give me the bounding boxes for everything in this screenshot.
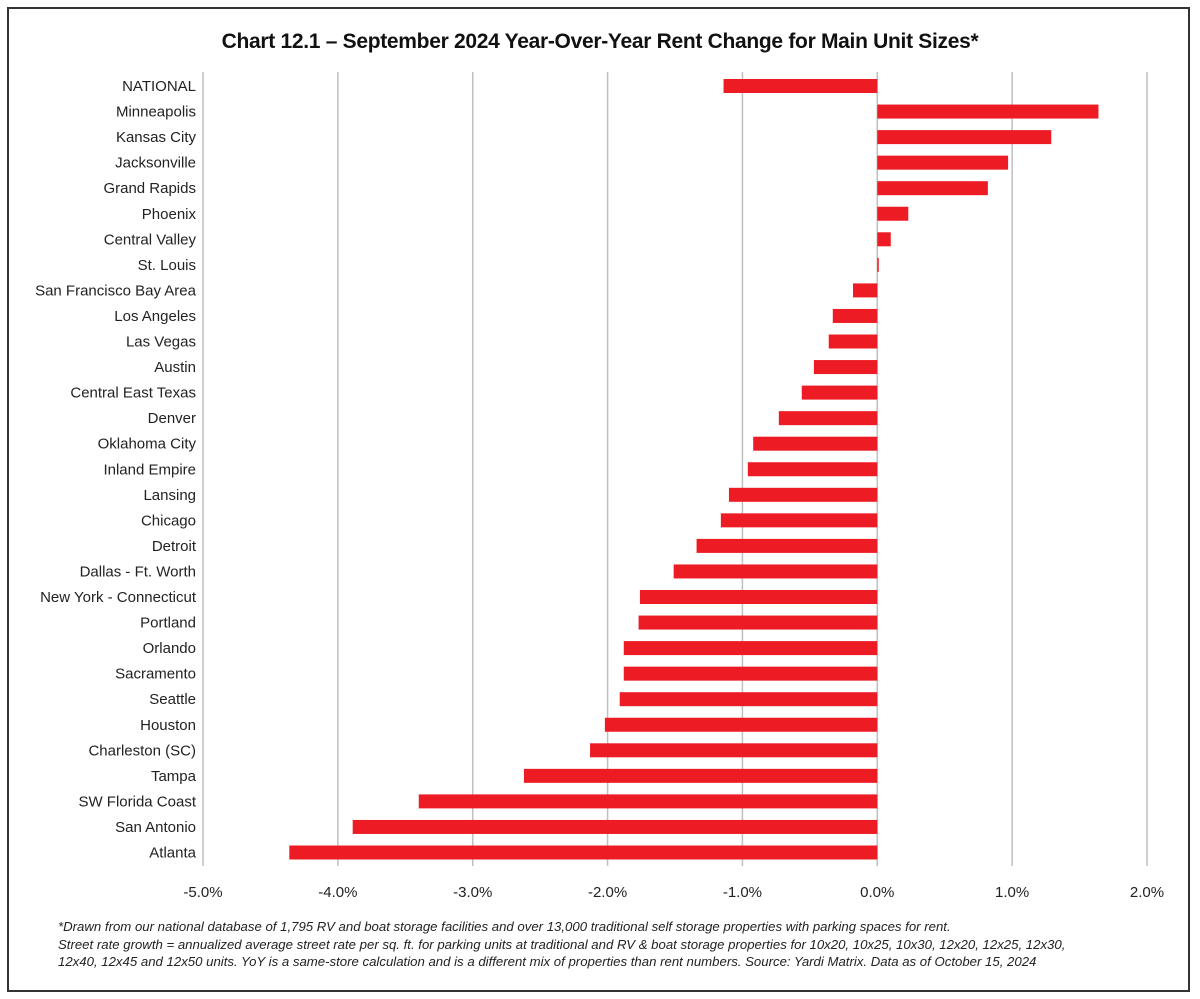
x-tick-label: -5.0% (183, 884, 222, 901)
bar (877, 104, 1099, 119)
category-label: Austin (154, 359, 196, 376)
bar (696, 538, 878, 553)
category-label: Las Vegas (126, 334, 196, 351)
chart-frame (7, 7, 1190, 992)
x-tick-label: 0.0% (860, 884, 894, 901)
category-label: Jacksonville (115, 155, 196, 172)
category-label: Oklahoma City (98, 436, 197, 453)
category-label: San Francisco Bay Area (35, 282, 197, 299)
bar (590, 743, 878, 758)
category-label: SW Florida Coast (78, 793, 196, 810)
category-label: Lansing (143, 487, 196, 504)
category-label: Central East Texas (70, 385, 196, 402)
bar (801, 385, 878, 400)
bar (352, 819, 878, 834)
bar (418, 794, 878, 809)
bar (723, 79, 878, 93)
bar (673, 564, 878, 579)
category-label: Chicago (141, 512, 196, 529)
bar (753, 436, 878, 451)
category-label: Portland (140, 615, 196, 632)
x-tick-label: 1.0% (995, 884, 1029, 901)
category-label: Dallas - Ft. Worth (80, 563, 196, 580)
category-label: Detroit (152, 538, 197, 555)
category-label: Houston (140, 717, 196, 734)
x-tick-label: -3.0% (453, 884, 492, 901)
category-label: Minneapolis (116, 104, 196, 121)
category-label: Denver (148, 410, 196, 427)
bar (289, 845, 878, 860)
category-label: Sacramento (115, 666, 196, 683)
x-tick-label: -1.0% (723, 884, 762, 901)
chart-title: Chart 12.1 – September 2024 Year-Over-Ye… (221, 30, 979, 53)
category-label: Charleston (SC) (88, 742, 196, 759)
category-label: Los Angeles (114, 308, 196, 325)
bar (639, 590, 878, 604)
x-tick-label: 2.0% (1130, 884, 1164, 901)
footnote-line: 12x40, 12x45 and 12x50 units. YoY is a s… (58, 954, 1037, 969)
category-label: Phoenix (142, 206, 197, 223)
category-label: Atlanta (149, 845, 196, 862)
bar (853, 283, 878, 298)
bar (832, 308, 878, 323)
bar (720, 513, 878, 528)
bar (877, 232, 891, 247)
bar (828, 334, 878, 349)
bar (619, 692, 878, 707)
bar (877, 155, 1009, 170)
x-tick-label: -4.0% (318, 884, 357, 901)
category-label: Orlando (143, 640, 196, 657)
category-label: Central Valley (104, 231, 197, 248)
bar (778, 411, 878, 426)
bar (813, 360, 878, 375)
bar (523, 768, 878, 783)
x-tick-label: -2.0% (588, 884, 627, 901)
category-label: St. Louis (138, 257, 196, 274)
category-label: Inland Empire (103, 461, 196, 478)
category-label: Grand Rapids (103, 180, 196, 197)
category-label: Tampa (151, 768, 197, 785)
footnote-line: *Drawn from our national database of 1,7… (58, 919, 951, 934)
bar (877, 257, 879, 272)
bar (638, 615, 878, 630)
footnote: *Drawn from our national database of 1,7… (58, 918, 1178, 971)
category-label: Kansas City (116, 129, 197, 146)
bar (728, 487, 878, 502)
category-label: New York - Connecticut (40, 589, 197, 606)
bar (623, 641, 878, 656)
bar (877, 181, 988, 196)
bar (623, 666, 878, 681)
footnote-line: Street rate growth = annualized average … (58, 936, 1066, 952)
bar (604, 717, 878, 732)
bar (747, 462, 878, 477)
category-label: NATIONAL (122, 78, 196, 95)
bar (877, 130, 1052, 145)
category-label: Seattle (149, 691, 196, 708)
category-label: San Antonio (115, 819, 196, 836)
bar (877, 206, 909, 221)
